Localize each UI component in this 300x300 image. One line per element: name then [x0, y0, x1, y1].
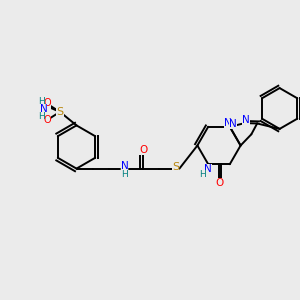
Text: O: O [139, 145, 147, 155]
Text: H: H [39, 97, 45, 106]
Text: O: O [215, 178, 223, 188]
Text: N: N [121, 161, 128, 171]
Text: O: O [44, 98, 51, 109]
Text: H: H [121, 170, 128, 179]
Text: N: N [229, 119, 237, 129]
Text: H: H [200, 170, 206, 179]
Text: H: H [38, 112, 44, 121]
Text: S: S [56, 107, 64, 117]
Text: N: N [224, 118, 232, 128]
Text: N: N [40, 104, 47, 114]
Text: N: N [204, 164, 212, 174]
Text: S: S [172, 162, 179, 172]
Text: O: O [44, 115, 51, 125]
Text: N: N [242, 115, 250, 125]
